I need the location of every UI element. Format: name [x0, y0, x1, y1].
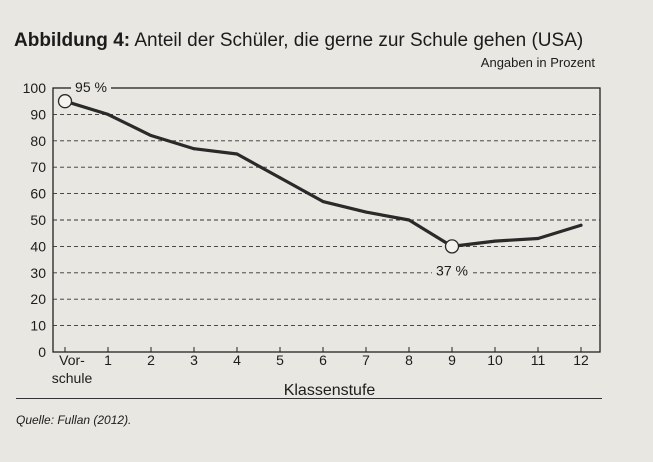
x-tick-label-line: 10	[487, 352, 503, 368]
data-point-5	[278, 176, 282, 180]
figure-title-text: Anteil der Schüler, die gerne zur Schule…	[134, 30, 584, 51]
x-tick-label-0: Vor-schule	[52, 352, 93, 386]
x-tick-label-1: 1	[104, 352, 112, 368]
data-point-12	[579, 223, 583, 227]
series-line	[63, 99, 583, 248]
x-tick-label-2: 2	[147, 352, 155, 368]
x-tick-label-5: 5	[276, 352, 284, 368]
data-point-1	[106, 112, 110, 116]
x-tick-label-8: 8	[405, 352, 413, 368]
x-tick-label-line: 1	[104, 352, 112, 368]
y-tick-label-50: 50	[30, 212, 46, 228]
data-label-bg-0	[71, 79, 111, 97]
x-tick-label-line: 9	[448, 352, 456, 368]
data-label-bg-9	[432, 262, 472, 280]
x-tick-label-4: 4	[233, 352, 241, 368]
x-tick-label-line: 5	[276, 352, 284, 368]
y-tick-label-40: 40	[30, 238, 46, 254]
y-tick-label-0: 0	[38, 344, 46, 360]
figure-title: Abbildung 4: Anteil der Schüler, die ger…	[14, 30, 583, 52]
data-point-2	[149, 134, 153, 138]
data-label-0: 95 %	[75, 79, 107, 95]
x-axis-title: Klassenstufe	[284, 382, 376, 399]
data-point-8	[407, 218, 411, 222]
data-point-7	[364, 210, 368, 214]
y-tick-label-20: 20	[30, 291, 46, 307]
x-tick-label-11: 11	[531, 352, 546, 368]
x-tick-label-line: 6	[319, 352, 327, 368]
x-tick-label-line: 2	[147, 352, 155, 368]
figure-label: Abbildung 4:	[14, 30, 131, 51]
data-point-highlight-9	[444, 239, 460, 254]
divider-line	[16, 398, 602, 399]
data-point-4	[235, 152, 239, 156]
data-point-highlight-0	[57, 94, 73, 109]
x-tick-label-line: 7	[362, 352, 370, 368]
y-tick-label-10: 10	[30, 318, 46, 334]
source-note: Quelle: Fullan (2012).	[16, 413, 132, 427]
y-tick-label-80: 80	[30, 133, 46, 149]
data-label-9: 37 %	[436, 262, 468, 278]
data-point-3	[192, 147, 196, 151]
y-tick-label-90: 90	[30, 106, 46, 122]
y-tick-label-60: 60	[30, 186, 46, 202]
y-tick-label-30: 30	[30, 265, 46, 281]
x-tick-label-line: schule	[52, 370, 93, 386]
unit-note: Angaben in Prozent	[480, 55, 595, 70]
data-point-6	[321, 200, 325, 204]
y-tick-label-70: 70	[30, 159, 46, 175]
x-tick-label-10: 10	[487, 352, 503, 368]
x-tick-label-7: 7	[362, 352, 370, 368]
x-tick-label-6: 6	[319, 352, 327, 368]
y-tick-label-100: 100	[23, 80, 47, 96]
x-tick-label-line: 12	[573, 352, 589, 368]
data-point-10	[493, 239, 497, 243]
data-point-11	[536, 236, 540, 240]
x-tick-label-9: 9	[448, 352, 456, 368]
x-tick-label-12: 12	[573, 352, 589, 368]
x-tick-label-line: 11	[531, 352, 546, 368]
x-tick-label-line: 4	[233, 352, 241, 368]
x-tick-label-line: Vor-	[59, 352, 85, 368]
x-tick-label-3: 3	[190, 352, 198, 368]
x-tick-label-line: 3	[190, 352, 198, 368]
x-tick-label-line: 8	[405, 352, 413, 368]
